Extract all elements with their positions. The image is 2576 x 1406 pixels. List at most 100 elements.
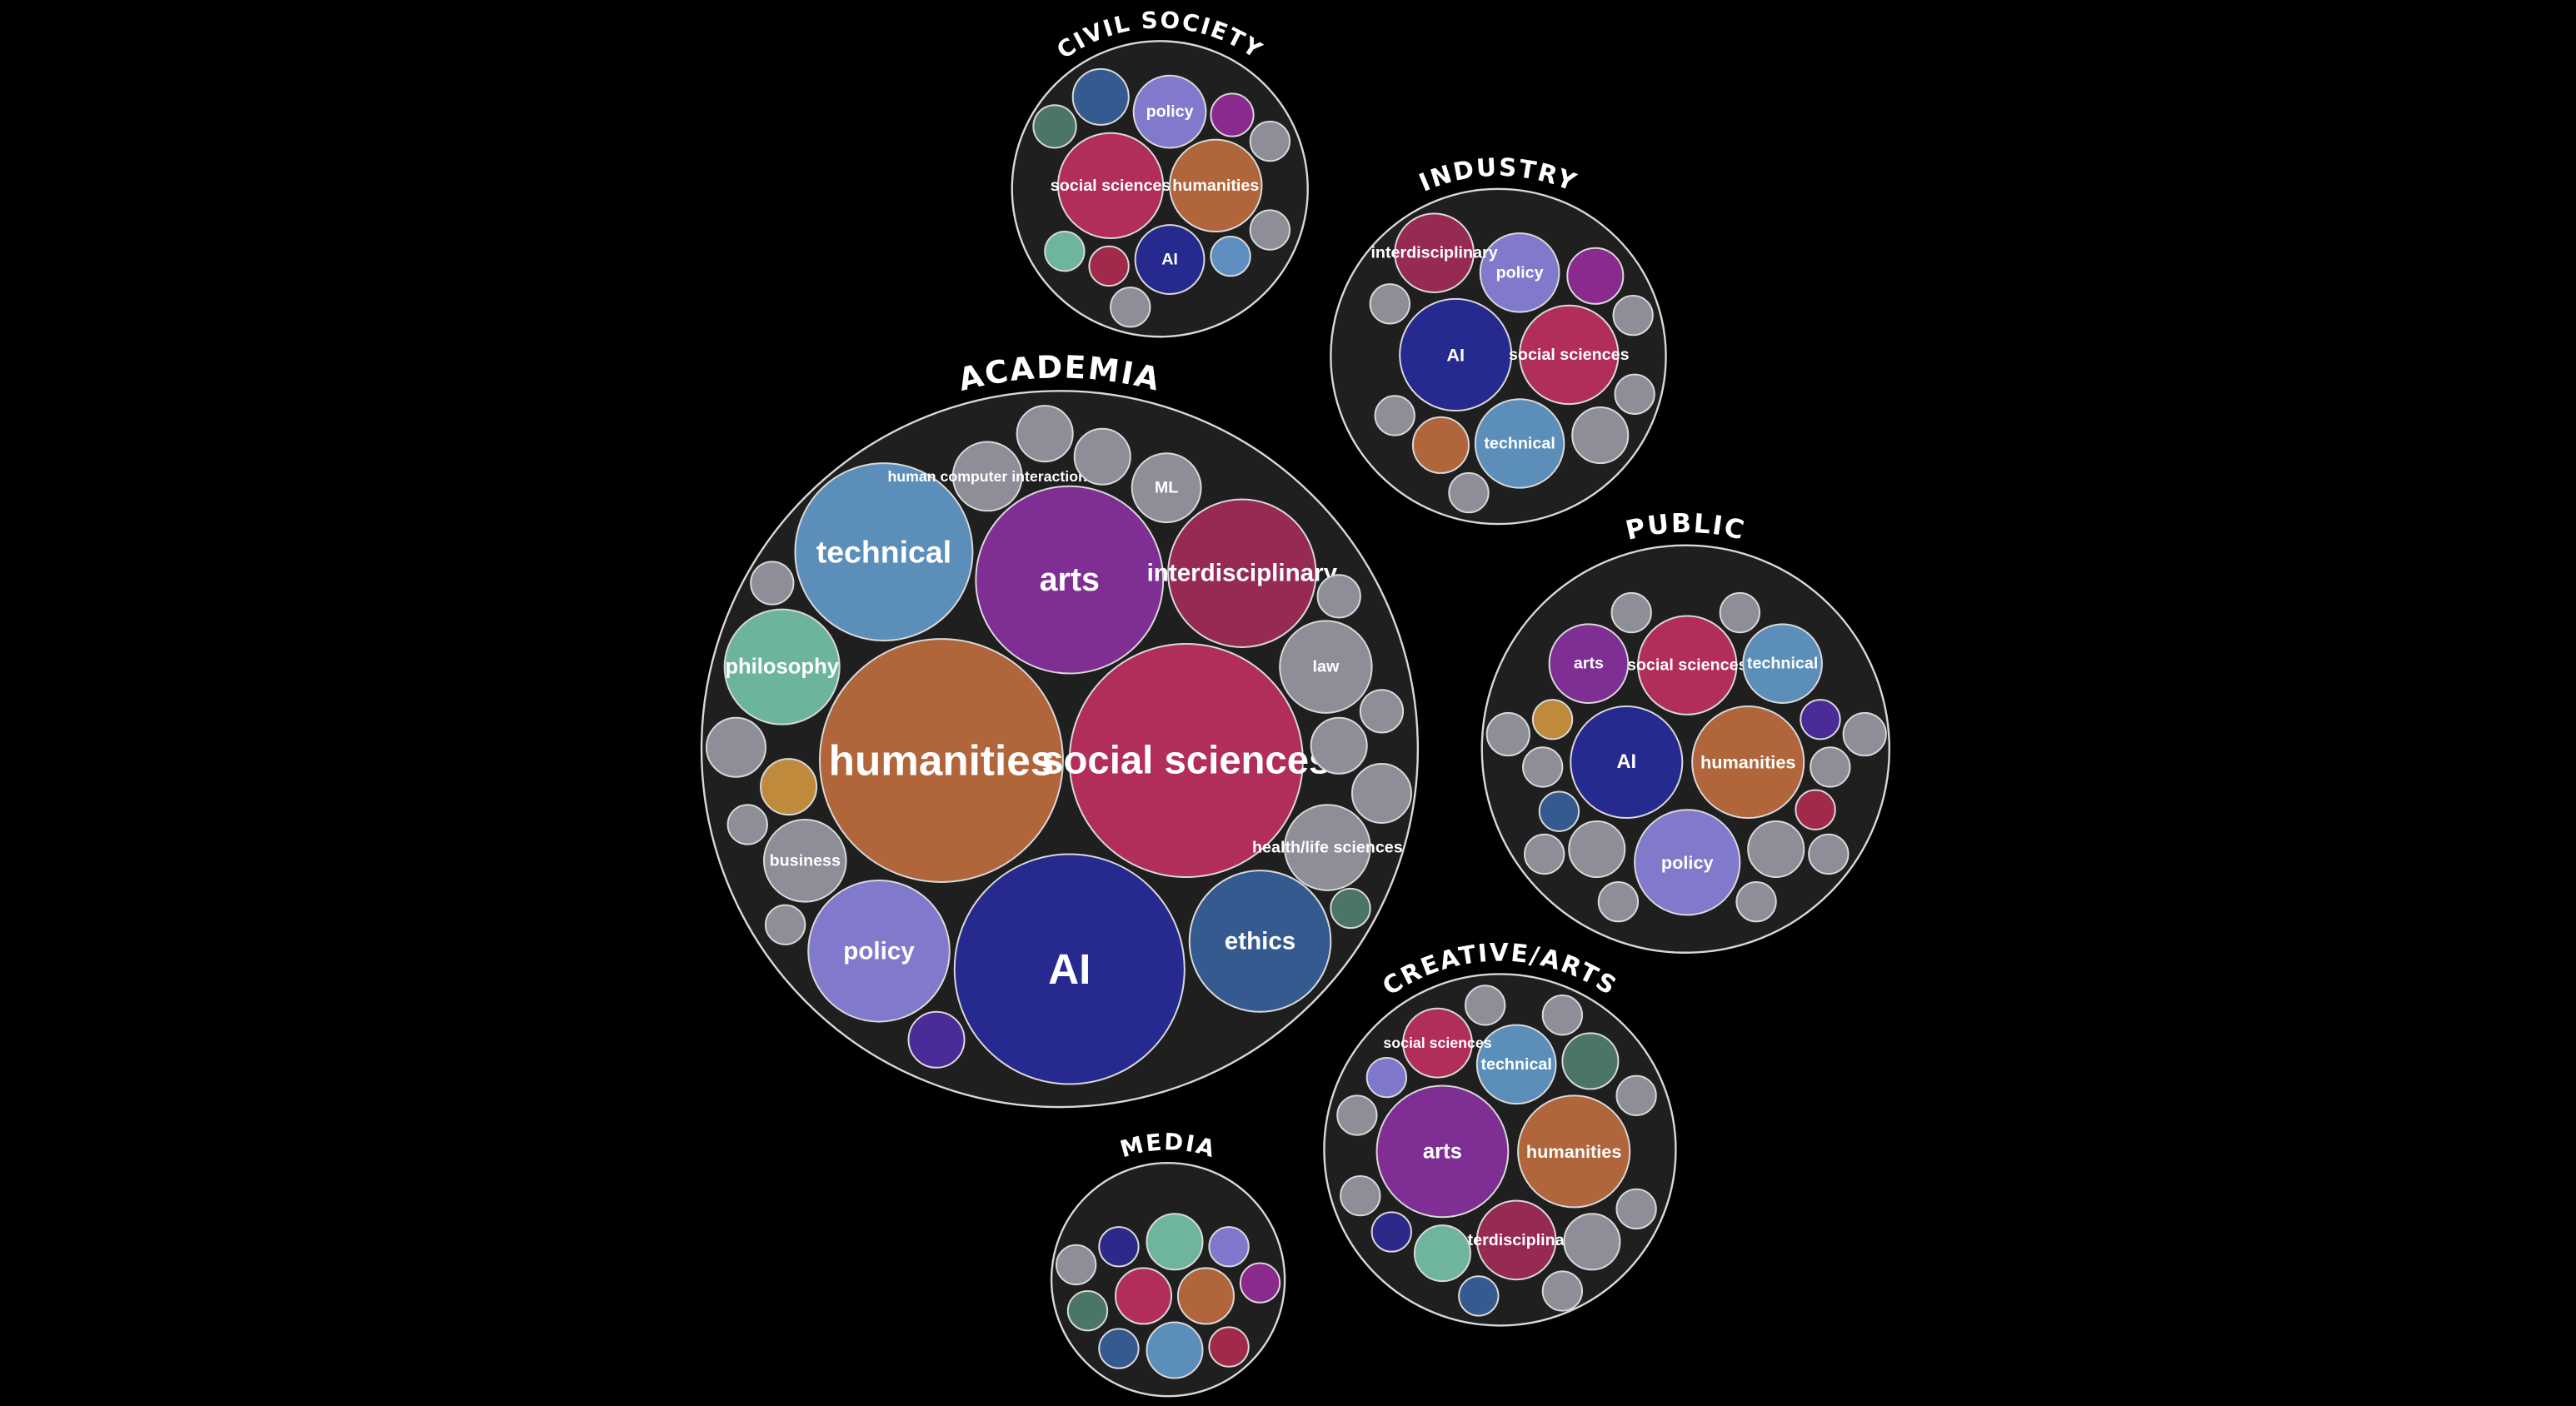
- group-title-media: MEDIA: [1117, 1128, 1220, 1163]
- bubble-interdisciplinary: [1394, 212, 1475, 294]
- bubble-denim-9: [1458, 1275, 1500, 1317]
- bubble-mint-0: [1146, 1213, 1204, 1271]
- bubble-gray-21: [1350, 762, 1412, 824]
- bubble-humanities: [1169, 138, 1263, 233]
- bubble-label-arts: arts: [1040, 561, 1100, 598]
- bubble-label-ai: AI: [1161, 251, 1178, 269]
- bubble-ai: [1134, 224, 1206, 295]
- bubble-indigo-26: [907, 1010, 966, 1069]
- bubble-gray-12: [1615, 1074, 1657, 1116]
- bubble-dark-teal-24: [1330, 887, 1371, 930]
- bubble-gray-10: [1465, 985, 1506, 1026]
- bubble-plum-6: [1239, 1262, 1281, 1304]
- bubble-technical-3: [1146, 1321, 1204, 1379]
- bubble-navy-8: [1370, 1211, 1412, 1253]
- bubble-gray-10: [1055, 1244, 1097, 1286]
- bubble-label-interdisciplinary: interdisciplinary: [1453, 1231, 1580, 1249]
- bubble-policy: [1132, 74, 1207, 149]
- bubble-gray-13: [1842, 711, 1887, 757]
- bubble-arts: [1375, 1084, 1510, 1219]
- bubble-interdisciplinary: [1167, 498, 1317, 648]
- bubble-humanities-2: [1176, 1267, 1235, 1325]
- bubble-label-humanities: humanities: [1526, 1141, 1621, 1162]
- bubble-humanities: [1517, 1094, 1631, 1209]
- group-title-public: PUBLIC: [1623, 509, 1748, 546]
- bubble-policy: [1479, 232, 1560, 313]
- bubble-denim-4: [1071, 67, 1130, 126]
- bubble-gray-10: [1374, 395, 1415, 436]
- bubble-dark-teal-5: [1561, 1032, 1620, 1090]
- bubble-law: [1279, 620, 1373, 714]
- bubble-gray-19: [726, 804, 768, 845]
- bubble-label-policy: policy: [843, 937, 915, 965]
- bubble-label-philosophy: philosophy: [725, 656, 839, 679]
- bubble-label-social-sciences: social sciences: [1051, 177, 1171, 195]
- bubble-gray-11: [1541, 995, 1584, 1036]
- bubble-gray-14: [1016, 405, 1074, 463]
- bubble-humanities: [819, 638, 1064, 883]
- bubble-gray-12: [1448, 471, 1490, 514]
- bubble-mint-6: [1413, 1224, 1471, 1283]
- bubble-technical: [1474, 398, 1565, 489]
- bubble-gray-12: [1485, 711, 1530, 757]
- bubble-gray-11: [1249, 209, 1291, 251]
- bubble-social-sciences: [1068, 643, 1304, 879]
- bubble-label-arts: arts: [1574, 655, 1604, 673]
- bubble-technical: [1742, 623, 1823, 705]
- bubble-business: [762, 819, 847, 903]
- bubble-denim-8: [1098, 1328, 1140, 1369]
- bubble-label-ai: AI: [1446, 344, 1465, 365]
- bubble-gray-14: [1522, 746, 1564, 788]
- bubble-label-ai: AI: [1616, 751, 1636, 773]
- bubble-gray-7: [1369, 283, 1410, 325]
- bubble-gray-13: [1336, 1094, 1378, 1136]
- bubble-navy-4: [1098, 1226, 1140, 1268]
- bubble-label-technical: technical: [816, 535, 951, 570]
- bubble-gray-14: [1340, 1174, 1381, 1217]
- bubble-health-life-sciences: [1284, 804, 1371, 891]
- bubble-technical: [1475, 1024, 1557, 1105]
- bubble-gray-21: [1735, 880, 1777, 923]
- bubble-label-ml: ML: [1155, 479, 1178, 497]
- bubble-social-sciences: [1637, 615, 1738, 715]
- bubble-gray-11: [1719, 591, 1761, 634]
- bubble-dark-teal-6: [1032, 104, 1077, 149]
- bubble-label-policy: policy: [1146, 102, 1194, 121]
- bubble-gray-17: [1541, 1270, 1584, 1312]
- group-public: PUBLIC AI humanities policy social sciences t…: [1480, 509, 1891, 954]
- bubble-gray-15: [1615, 1188, 1657, 1230]
- bubble-label-technical: technical: [1747, 655, 1818, 673]
- bubble-label-policy: policy: [1661, 852, 1714, 873]
- bubble-mint-7: [1044, 231, 1086, 272]
- bubble-arts: [1548, 623, 1630, 705]
- bubble-gray-23: [1359, 689, 1405, 734]
- bubble-ai: [953, 853, 1186, 1085]
- bubble-mustard-6: [1531, 699, 1574, 740]
- bubble-social-sciences: [1519, 304, 1620, 406]
- bubble-dark-teal-7: [1066, 1289, 1109, 1332]
- bubble-gray-10: [1610, 591, 1652, 634]
- bubble-gray-16: [1563, 1213, 1621, 1271]
- bubble-label-technical: technical: [1480, 1055, 1551, 1074]
- bubble-plum-5: [1210, 92, 1255, 137]
- bubble-social sciences-1: [1114, 1267, 1173, 1325]
- bubble-label-interdisciplinary: interdisciplinary: [1147, 560, 1338, 587]
- bubble-violet-7: [1365, 1056, 1408, 1099]
- bubble-arts: [975, 485, 1165, 675]
- bubble-label-interdisciplinary: interdisciplinary: [1370, 244, 1497, 262]
- bubble-label-human-computer-interaction: human computer interaction: [887, 468, 1086, 485]
- bubble-gray-15: [1073, 427, 1131, 486]
- bubble-label-arts: arts: [1423, 1139, 1462, 1163]
- bubble-gray-20: [1597, 880, 1640, 923]
- bubble-gray-10: [1249, 120, 1291, 162]
- bubble-label-health-life-sciences: health/life sciences: [1252, 839, 1403, 857]
- bubble-steel-9: [1210, 235, 1251, 277]
- bubble-ethics: [1188, 870, 1332, 1013]
- bubble-gray-19: [1747, 820, 1805, 879]
- bubble-label-humanities: humanities: [1700, 752, 1795, 773]
- bubble-label-business: business: [770, 851, 841, 870]
- bubble-gray-17: [1316, 574, 1361, 619]
- bubble-gray-22: [1310, 716, 1368, 775]
